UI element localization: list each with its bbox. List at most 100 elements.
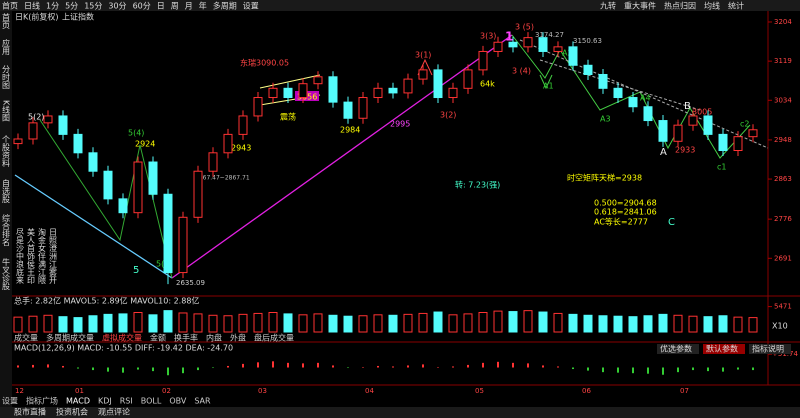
volume-tab[interactable]: 内盘 [206,333,222,343]
volume-bar [73,317,83,333]
button-bg [703,344,745,354]
candle-body [643,106,653,122]
trend-line [171,34,513,279]
candle-body [328,76,338,103]
chart-name: 上证指数 [62,12,94,22]
candle-body [298,83,308,99]
indicator-tab[interactable]: BOLL [141,397,162,406]
sidebar-tab[interactable]: 个股资料 [2,135,11,168]
menu-item: 九转 [600,1,616,11]
macd-button[interactable]: 优选参数 [660,344,692,354]
macd-header: MACD(12,26,9) MACD: -10.55 DIFF: -19.42 … [14,344,233,353]
annotation: 3174.27 [535,31,564,39]
macd-button[interactable]: 默认参数 [706,344,738,354]
dashed-channel [539,59,701,111]
volume-bar [493,310,503,333]
candle-body [613,87,623,99]
volume-bar [673,314,683,333]
volume-tab[interactable]: 金额 [150,333,166,343]
candle-body [43,115,53,124]
menu-item: 重大事件 [624,1,656,11]
annotation: 2635.09 [176,279,205,287]
button-bg [657,344,699,354]
annotation: 时空矩阵天梯=2938 [567,173,642,183]
sidebar-tab[interactable]: 自选股 [2,178,11,204]
sidebar-tab[interactable]: 综合排名 [2,213,11,247]
menu-item: 30分 [108,2,126,11]
y-tick-label: 2863 [774,175,792,183]
sidebar-tab[interactable]: 应用 [2,38,11,56]
annotation: 3005 [692,108,712,117]
poem-column: 淘金女伴满江隈 [38,227,47,285]
candle-body [478,50,488,71]
volume-tab[interactable]: 成交量 [14,333,38,343]
indicator-tab[interactable]: RSI [120,397,133,406]
volume-tab[interactable]: 外盘 [230,333,246,343]
bottom-link[interactable]: 观点评论 [98,407,130,417]
volume-bar [268,312,278,333]
sidebar-tab[interactable]: 牛叉诊股 [2,257,11,291]
menu-item: 多周期 [213,1,237,11]
candle-body [748,129,758,138]
candle-body [223,133,233,154]
poem-column: 美人首饰侯王印 [27,227,36,285]
annotation: 64k [480,80,495,89]
y-tick-label: 5471 [774,303,792,311]
button-bg [749,344,791,354]
volume-tab[interactable]: 换手率 [174,333,198,343]
macd-button[interactable]: 指标说明 [752,344,784,354]
candle-body [433,69,443,99]
candle-body [133,161,143,214]
candle-body [268,87,278,99]
candle-body [148,161,158,195]
volume-header: 总手: 2.82亿 MAVOL5: 2.89亿 MAVOL10: 2.88亿 [14,296,199,306]
indicator-tab[interactable]: KDJ [98,397,112,406]
indicator-tab[interactable]: 指标广场 [26,396,58,406]
sidebar-tab[interactable]: 分时图 [2,65,11,90]
volume-bar [43,314,53,333]
candle-body [88,152,98,172]
annotation: 3(2) [440,111,456,120]
annotation: 东瑞3090.05 [240,58,289,68]
menu-item: 首页 [2,1,18,11]
annotation: A [660,147,667,158]
volume-tab[interactable]: 虚拟成交量 [102,333,142,343]
volume-bar [703,316,713,333]
candle-body [598,73,608,89]
annotation: c1 [717,163,727,172]
sidebar-tab[interactable]: K线图 [2,100,11,122]
indicator-tab[interactable]: 设置 [2,396,18,406]
indicator-tab[interactable]: SAR [194,397,211,406]
candle-body [283,87,293,99]
volume-tab[interactable]: 多周期成交量 [46,333,94,343]
candle-body [538,37,548,52]
annotation: 2933 [675,146,695,155]
bottom-link[interactable]: 投资机会 [56,407,88,417]
volume-bar [538,311,548,333]
candle-body [448,87,458,99]
volume-bar [283,313,293,333]
annotation: 3 (4) [512,67,531,76]
poem-column: 日照澄洲江雾开 [49,228,58,285]
volume-bar [733,316,743,333]
volume-bar [88,315,98,333]
indicator-tab[interactable]: MACD [66,397,90,406]
candle-body [28,122,38,140]
volume-bar [388,314,398,333]
x-tick-label: 02 [162,387,171,395]
candle-body [418,69,428,80]
candle-body [343,101,353,119]
x-tick-label: 07 [680,387,689,395]
sidebar [0,11,12,407]
volume-bar [643,315,653,333]
sidebar-tab[interactable]: 首页 [2,12,11,30]
volume-tab[interactable]: 盘后成交量 [254,333,294,343]
indicator-tab[interactable]: OBV [169,397,187,406]
menu-item: 日 [157,2,165,11]
annotation: A3 [600,115,611,124]
bottom-link[interactable]: 股市直播 [14,407,46,417]
menu-item: 均线 [704,1,720,11]
candle-body [718,133,728,151]
volume-bar [253,312,263,333]
menu-item: 日线 [24,1,40,11]
